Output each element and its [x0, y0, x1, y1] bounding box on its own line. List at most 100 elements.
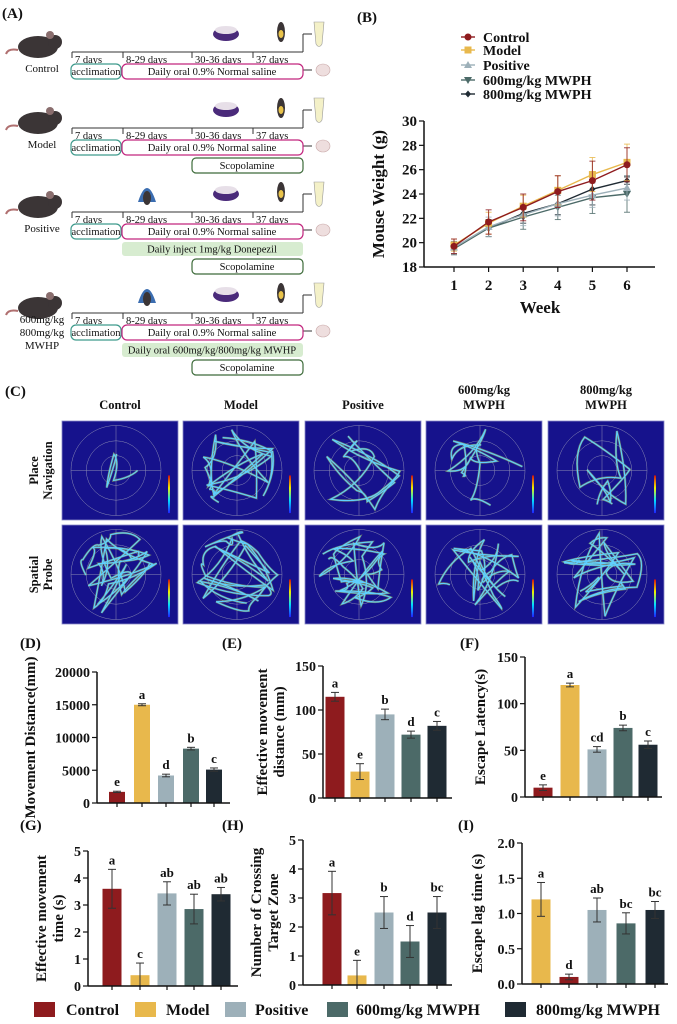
significance-letter: c [137, 946, 143, 961]
mouse-tail [5, 309, 19, 316]
y-axis-label: Effective movement [34, 855, 50, 982]
scopolamine-box [191, 157, 304, 174]
legend-swatch [34, 1002, 55, 1017]
maze-column-header: Control [99, 398, 141, 412]
x-tick-label: 5 [589, 278, 597, 294]
mouse-icon [143, 292, 151, 306]
blood-tube-icon [313, 21, 325, 47]
y-axis-label: Movement Distance(mm) [23, 656, 39, 818]
significance-letter: a [109, 852, 116, 867]
treatment-box [122, 343, 303, 357]
day-label: 37 days [256, 55, 288, 66]
y-tick-label: 100 [497, 698, 518, 713]
y-tick-label: 28 [402, 138, 417, 154]
trajectory-path [437, 539, 520, 610]
bar-positive [587, 749, 607, 797]
bar-800mg-kg-mwph [427, 912, 447, 985]
bar-600mg-kg-mwph [184, 909, 204, 986]
acclimation-box [70, 223, 122, 240]
bar-800mg-kg-mwph [206, 769, 222, 803]
day-label: 7 days [75, 55, 102, 66]
colorbar [168, 475, 170, 514]
blood-tube-icon [313, 282, 325, 308]
series-line [453, 193, 628, 250]
y-tick-label: 1.0 [498, 908, 516, 923]
saline-label: Daily oral 0.9% Normal saline [148, 328, 277, 339]
group-label: Control [25, 63, 59, 75]
colorbar [411, 475, 413, 514]
y-axis-label: Escape lag time (s) [470, 854, 486, 974]
y-tick-label: 20000 [55, 666, 90, 681]
scopolamine-label: Scopolamine [220, 363, 275, 374]
significance-letter: c [645, 724, 651, 739]
water-maze-icon [215, 102, 237, 110]
legend-label: 800mg/kg MWPH [536, 1002, 661, 1019]
significance-letter: ab [590, 881, 604, 896]
maze-trajectory-image [304, 524, 422, 625]
significance-letter: d [407, 714, 415, 729]
bar-control [102, 888, 122, 986]
legend-swatch [505, 1002, 526, 1017]
series-positive [450, 175, 631, 255]
colorbar [654, 475, 656, 514]
significance-letter: c [434, 704, 440, 719]
brain-icon [315, 223, 331, 237]
panel-label-A: (A) [2, 6, 23, 22]
day-label: 30-36 days [195, 131, 241, 142]
trajectory-path [446, 429, 523, 506]
bar-control [109, 791, 125, 803]
data-point [464, 77, 472, 84]
bar-600mg-kg-mwph [400, 941, 420, 985]
acclimation-label: acclimation [72, 67, 122, 78]
bar-800mg-kg-mwph [645, 909, 665, 984]
panel-label-B: (B) [357, 10, 377, 26]
trajectory-path [106, 452, 138, 488]
significance-letter: e [354, 943, 360, 958]
treatment-label: Daily oral 600mg/kg/800mg/kg MWHP [128, 346, 296, 357]
x-tick-label: 2 [485, 278, 493, 294]
y-axis-label: Mouse Weight (g) [369, 130, 388, 258]
bar-chart-I: a d ab bc bc 0.0 0.5 1.0 1.5 2.0 Escape lag time (… [470, 837, 668, 993]
group-label: 600mg/kg [20, 314, 65, 326]
maze-trajectory-image [304, 420, 422, 521]
y-axis-label: time (s) [51, 895, 67, 943]
mouse-icon [18, 112, 58, 134]
y-tick-label: 100 [295, 704, 316, 719]
mouse-ear [46, 191, 54, 199]
y-tick-label: 1.5 [498, 872, 516, 887]
acclimation-box [70, 63, 122, 80]
significance-letter: b [619, 708, 626, 723]
y-tick-label: 4 [289, 863, 296, 878]
y-tick-label: 22 [402, 211, 417, 227]
series-control [450, 147, 631, 255]
day-label: 37 days [256, 131, 288, 142]
x-axis-label: Week [520, 298, 561, 317]
acclimation-label: acclimation [72, 143, 122, 154]
significance-letter: d [565, 957, 573, 972]
panel-label-F: (F) [460, 636, 479, 652]
bar-positive [375, 714, 395, 798]
y-axis-label: Effective movement [255, 668, 271, 795]
y-tick-label: 15000 [55, 699, 90, 714]
saline-box [121, 139, 304, 156]
mouse-tail [5, 124, 19, 131]
maze-row-label: Place [27, 456, 41, 485]
trajectory-path [196, 531, 279, 612]
protocol-row: Model 7 days 8-29 days 30-36 days 37 days acc… [5, 97, 331, 174]
mouse-tail [5, 48, 19, 55]
bar-chart-D: e a d b c 0 5000 10000 15000 20000 Movement Distan… [23, 656, 230, 819]
significance-letter: e [540, 768, 546, 783]
significance-letter: d [406, 909, 414, 924]
day-label: 37 days [256, 316, 288, 327]
mouse-ear [46, 31, 54, 39]
significance-letter: bc [620, 896, 633, 911]
significance-letter: e [357, 747, 363, 762]
day-label: 8-29 days [126, 131, 167, 142]
maze-column-header: MWPH [463, 398, 505, 412]
y-tick-label: 50 [504, 744, 518, 759]
data-point [519, 203, 527, 211]
saline-label: Daily oral 0.9% Normal saline [148, 143, 277, 154]
data-point [554, 188, 562, 196]
day-label: 7 days [75, 316, 102, 327]
y-tick-label: 1 [289, 950, 296, 965]
